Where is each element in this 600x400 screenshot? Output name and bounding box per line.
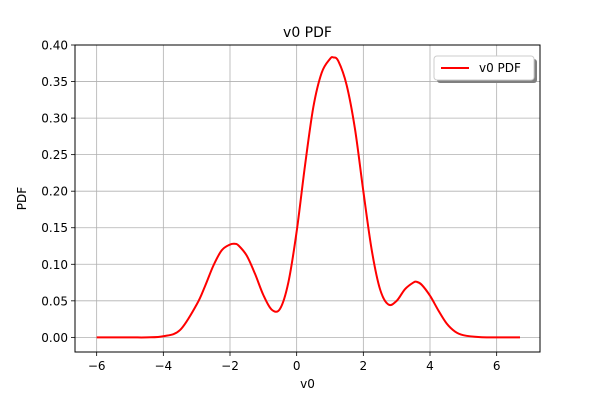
series-layer — [96, 56, 521, 339]
plot-frame — [74, 44, 541, 353]
y-tick-label: 0.25 — [41, 148, 68, 162]
x-tick-label: −6 — [88, 359, 106, 373]
x-tick-label: 2 — [360, 359, 368, 373]
y-tick-label: 0.35 — [41, 75, 68, 89]
x-tick-label: 0 — [293, 359, 301, 373]
y-tick-label: 0.10 — [41, 258, 68, 272]
chart-title: v0 PDF — [283, 25, 332, 41]
y-tick-label: 0.05 — [41, 294, 68, 308]
y-tick-label: 0.40 — [41, 39, 68, 53]
legend-entry-v0-pdf: v0 PDF — [479, 61, 521, 75]
grid-lines — [75, 44, 540, 352]
legend-box — [433, 55, 535, 81]
x-tick-label: 4 — [426, 359, 434, 373]
y-tick-label: 0.20 — [41, 185, 68, 199]
x-tick-label: −2 — [221, 359, 239, 373]
y-tick-label: 0.15 — [41, 221, 68, 235]
y-tick-label: 0.00 — [41, 331, 68, 345]
x-tick-label: 6 — [493, 359, 501, 373]
axis-ticks: −6 −4 −2 0 2 4 6 0.00 0.05 0.10 0.15 0.20 0.25 0.30 0.… — [41, 39, 500, 374]
series-line-v0-pdf — [96, 56, 521, 339]
legend: v0 PDF — [433, 55, 537, 83]
y-tick-label: 0.30 — [41, 112, 68, 126]
x-axis-label: v0 — [300, 377, 315, 391]
x-tick-label: −4 — [154, 359, 172, 373]
y-axis-label: PDF — [15, 187, 29, 210]
